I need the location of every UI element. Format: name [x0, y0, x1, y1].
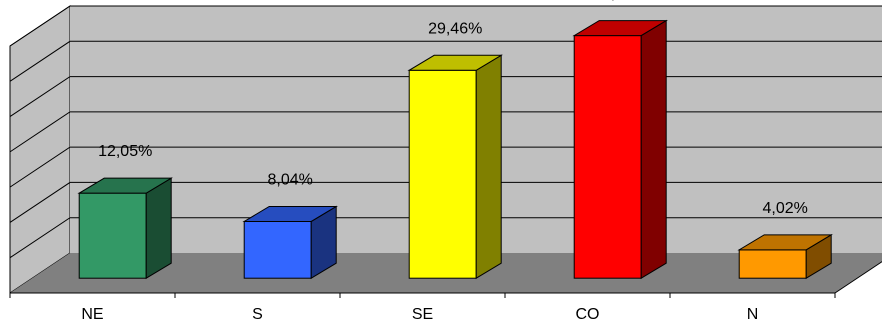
bar-side: [145, 177, 172, 280]
x-tick-label-co: CO: [576, 306, 600, 323]
bar-n: [737, 233, 834, 280]
bar-front: [78, 192, 147, 279]
side-wall: [9, 5, 71, 294]
bar-top: [737, 234, 834, 251]
bar-top: [572, 20, 669, 37]
bar-top: [407, 54, 504, 71]
bar-s: [242, 205, 339, 280]
x-tick-label-s: S: [252, 306, 263, 323]
x-axis: NE S SE CO N: [9, 261, 882, 323]
bar-front: [573, 35, 642, 279]
bar-front: [738, 249, 807, 279]
bar-se: [407, 54, 504, 280]
x-tick-label-n: N: [747, 306, 759, 323]
bar-front: [243, 220, 312, 279]
bar-side: [475, 54, 502, 280]
data-label-co: 34,38%: [593, 0, 647, 3]
bar-ne: [77, 177, 174, 280]
bar-front: [408, 69, 477, 279]
data-labels: 12,05% 8,04% 29,46% 34,38% 4,02%: [98, 0, 808, 217]
data-label-se: 29,46%: [428, 20, 482, 37]
bar-top: [77, 177, 174, 194]
floor-edge: [834, 261, 882, 294]
gridline: [9, 5, 882, 47]
bar-top: [242, 205, 339, 222]
x-tick-label-ne: NE: [81, 306, 103, 323]
bars: [77, 19, 834, 280]
data-label-n: 4,02%: [763, 200, 808, 217]
x-tick-label-se: SE: [412, 306, 433, 323]
bar-co: [572, 19, 669, 280]
data-label-s: 8,04%: [268, 171, 313, 188]
data-label-ne: 12,05%: [98, 143, 152, 160]
bar-side: [640, 19, 667, 280]
